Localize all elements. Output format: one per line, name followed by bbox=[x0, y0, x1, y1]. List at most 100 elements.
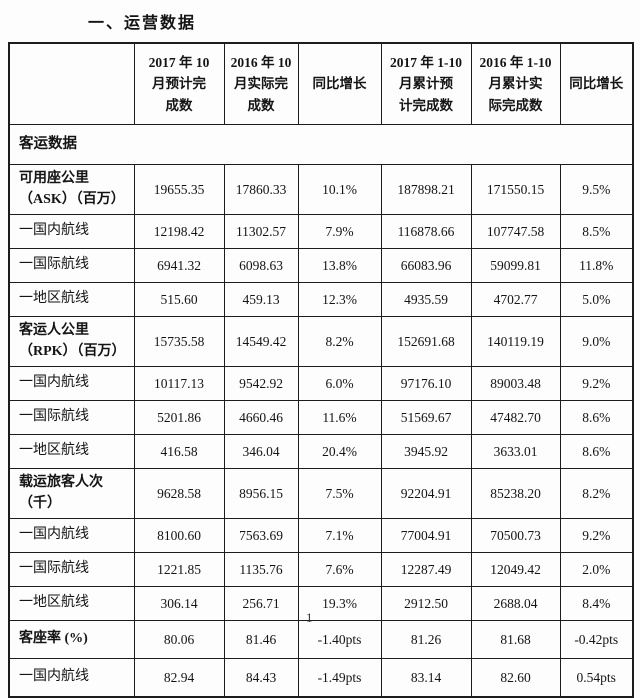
route-label: 一国际航线 bbox=[8, 400, 135, 435]
metric-label: 可用座公里 （ASK）（百万） bbox=[8, 164, 135, 215]
value-cell: 1221.85 bbox=[133, 552, 225, 587]
column-header: 同比增长 bbox=[559, 42, 634, 125]
value-cell: 77004.91 bbox=[380, 518, 472, 553]
column-header: 2017 年 10 月预计完 成数 bbox=[133, 42, 225, 125]
value-cell: 84.43 bbox=[223, 658, 299, 698]
value-cell: 92204.91 bbox=[380, 468, 472, 519]
value-cell: 59099.81 bbox=[470, 248, 561, 283]
table-row: 载运旅客人次 （千） 9628.58 8956.15 7.5% 92204.91 8523… bbox=[8, 468, 634, 519]
value-cell: 6941.32 bbox=[133, 248, 225, 283]
value-cell: 51569.67 bbox=[380, 400, 472, 435]
value-cell: 7.1% bbox=[297, 518, 382, 553]
value-cell: 11.6% bbox=[297, 400, 382, 435]
value-cell: 47482.70 bbox=[470, 400, 561, 435]
table-header-row: 2017 年 10 月预计完 成数 2016 年 10 月实际完 成数 同比增长 20… bbox=[8, 42, 634, 125]
value-cell: 10.1% bbox=[297, 164, 382, 215]
table-row: 一国内航线 12198.42 11302.57 7.9% 116878.66 107747… bbox=[8, 214, 634, 249]
metric-label: 客座率 (%) bbox=[8, 620, 135, 659]
value-cell: 3633.01 bbox=[470, 434, 561, 469]
column-header: 2017 年 1-10 月累计预 计完成数 bbox=[380, 42, 472, 125]
value-cell: 7563.69 bbox=[223, 518, 299, 553]
table-row: 可用座公里 （ASK）（百万） 19655.35 17860.33 10.1% 1878… bbox=[8, 164, 634, 215]
route-label: 一国内航线 bbox=[8, 366, 135, 401]
value-cell: 107747.58 bbox=[470, 214, 561, 249]
value-cell: -0.42pts bbox=[559, 620, 634, 659]
value-cell: 7.9% bbox=[297, 214, 382, 249]
value-cell: 6.0% bbox=[297, 366, 382, 401]
value-cell: 82.60 bbox=[470, 658, 561, 698]
row-label-column-header bbox=[8, 42, 135, 125]
value-cell: 9.5% bbox=[559, 164, 634, 215]
table-row: 一地区航线 416.58 346.04 20.4% 3945.92 3633.01 8.6% bbox=[8, 434, 634, 469]
value-cell: 2688.04 bbox=[470, 586, 561, 621]
value-cell: 459.13 bbox=[223, 282, 299, 317]
value-cell: 8.2% bbox=[297, 316, 382, 367]
route-label: 一国际航线 bbox=[8, 552, 135, 587]
value-cell: 82.94 bbox=[133, 658, 225, 698]
value-cell: 97176.10 bbox=[380, 366, 472, 401]
value-cell: 81.68 bbox=[470, 620, 561, 659]
value-cell: 4702.77 bbox=[470, 282, 561, 317]
value-cell: 515.60 bbox=[133, 282, 225, 317]
value-cell: 4935.59 bbox=[380, 282, 472, 317]
value-cell: 8.6% bbox=[559, 400, 634, 435]
value-cell: 11.8% bbox=[559, 248, 634, 283]
value-cell: 8.5% bbox=[559, 214, 634, 249]
section-divider-row: 客运数据 bbox=[8, 124, 634, 165]
value-cell: 85238.20 bbox=[470, 468, 561, 519]
value-cell: 10117.13 bbox=[133, 366, 225, 401]
route-label: 一地区航线 bbox=[8, 434, 135, 469]
value-cell: 8.2% bbox=[559, 468, 634, 519]
section-title: 客运数据 bbox=[8, 124, 634, 165]
table-row: 一地区航线 515.60 459.13 12.3% 4935.59 4702.77 5.0% bbox=[8, 282, 634, 317]
value-cell: 116878.66 bbox=[380, 214, 472, 249]
metric-label: 客运人公里 （RPK）（百万） bbox=[8, 316, 135, 367]
table-row: 一国内航线 82.94 84.43 -1.49pts 83.14 82.60 0.54pts bbox=[8, 658, 634, 698]
route-label: 一地区航线 bbox=[8, 586, 135, 621]
value-cell: 15735.58 bbox=[133, 316, 225, 367]
value-cell: 3945.92 bbox=[380, 434, 472, 469]
value-cell: 8956.15 bbox=[223, 468, 299, 519]
table-row: 一国内航线 10117.13 9542.92 6.0% 97176.10 89003.48… bbox=[8, 366, 634, 401]
value-cell: 20.4% bbox=[297, 434, 382, 469]
table-row: 一地区航线 306.14 256.71 19.3% 2912.50 2688.04 8.4% bbox=[8, 586, 634, 621]
value-cell: 14549.42 bbox=[223, 316, 299, 367]
route-label: 一国内航线 bbox=[8, 518, 135, 553]
route-label: 一国内航线 bbox=[8, 658, 135, 698]
value-cell: 6098.63 bbox=[223, 248, 299, 283]
value-cell: 1135.76 bbox=[223, 552, 299, 587]
table-row: 一国际航线 1221.85 1135.76 7.6% 12287.49 12049.42 2… bbox=[8, 552, 634, 587]
value-cell: 171550.15 bbox=[470, 164, 561, 215]
value-cell: 12.3% bbox=[297, 282, 382, 317]
value-cell: 83.14 bbox=[380, 658, 472, 698]
value-cell: 5.0% bbox=[559, 282, 634, 317]
value-cell: 9542.92 bbox=[223, 366, 299, 401]
table-row: 一国内航线 8100.60 7563.69 7.1% 77004.91 70500.73 9… bbox=[8, 518, 634, 553]
route-label: 一地区航线 bbox=[8, 282, 135, 317]
value-cell: 9628.58 bbox=[133, 468, 225, 519]
value-cell: 7.6% bbox=[297, 552, 382, 587]
value-cell: 81.46 bbox=[223, 620, 299, 659]
value-cell: 4660.46 bbox=[223, 400, 299, 435]
value-cell: 12287.49 bbox=[380, 552, 472, 587]
route-label: 一国际航线 bbox=[8, 248, 135, 283]
value-cell: 306.14 bbox=[133, 586, 225, 621]
column-header: 2016 年 10 月实际完 成数 bbox=[223, 42, 299, 125]
value-cell: 9.2% bbox=[559, 366, 634, 401]
value-cell: 89003.48 bbox=[470, 366, 561, 401]
value-cell: -1.40pts bbox=[297, 620, 382, 659]
value-cell: 12049.42 bbox=[470, 552, 561, 587]
value-cell: 81.26 bbox=[380, 620, 472, 659]
value-cell: 140119.19 bbox=[470, 316, 561, 367]
value-cell: 9.0% bbox=[559, 316, 634, 367]
value-cell: 152691.68 bbox=[380, 316, 472, 367]
column-header: 2016 年 1-10 月累计实 际完成数 bbox=[470, 42, 561, 125]
value-cell: 2.0% bbox=[559, 552, 634, 587]
value-cell: 256.71 bbox=[223, 586, 299, 621]
table-row: 客运人公里 （RPK）（百万） 15735.58 14549.42 8.2% 15269… bbox=[8, 316, 634, 367]
value-cell: 8.4% bbox=[559, 586, 634, 621]
value-cell: 9.2% bbox=[559, 518, 634, 553]
page-title: 一、运营数据 bbox=[88, 15, 197, 32]
value-cell: 8.6% bbox=[559, 434, 634, 469]
value-cell: 13.8% bbox=[297, 248, 382, 283]
